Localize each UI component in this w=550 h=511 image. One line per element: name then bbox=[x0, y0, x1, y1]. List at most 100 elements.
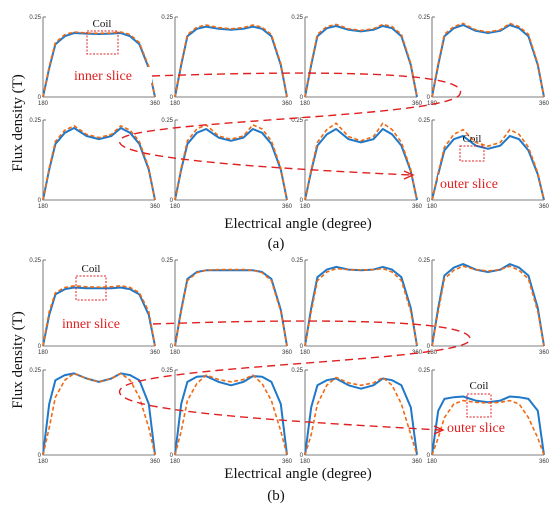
subplot-a6-series-2 bbox=[174, 124, 288, 201]
subplot-a5-ytick-zero: 0 bbox=[38, 198, 42, 204]
panel-label-a: (a) bbox=[268, 236, 285, 252]
annotations-a: Coil Coil inner slice outer slice bbox=[70, 18, 520, 192]
subplot-a2-series-1 bbox=[174, 25, 288, 98]
subplot-a1-xtick-start: 180 bbox=[38, 101, 49, 107]
subplot-a4-series-1 bbox=[431, 24, 545, 98]
subplot-a7-axes bbox=[304, 120, 417, 201]
subplot-a7-ytick-top: 0.25 bbox=[291, 118, 303, 124]
subplot-b2-xtick-end: 360 bbox=[282, 350, 293, 356]
subplot-a8-ytick-zero: 0 bbox=[427, 198, 431, 204]
subplot-a6-xtick-start: 180 bbox=[170, 204, 181, 210]
subplot-b7-xtick-start: 180 bbox=[300, 459, 311, 465]
panel-label-b: (b) bbox=[267, 488, 285, 504]
subplot-b2-axes bbox=[174, 260, 287, 347]
subplot-a4-axes bbox=[431, 17, 544, 98]
slice-path-ellipse-b bbox=[119, 320, 471, 431]
subplot-b5-ytick-top: 0.25 bbox=[29, 368, 41, 374]
subplot-b8-ytick-zero: 0 bbox=[427, 453, 431, 459]
subplot-a4-xtick-end: 360 bbox=[539, 101, 550, 107]
subplot-a6-ytick-top: 0.25 bbox=[161, 118, 173, 124]
subplot-b2-ytick-zero: 0 bbox=[170, 344, 174, 350]
subplot-b6-series-1 bbox=[174, 375, 288, 456]
subplot-a8-series-2 bbox=[431, 128, 545, 201]
subplot-b1-ytick-top: 0.25 bbox=[29, 258, 41, 264]
subplot-a1-series-2 bbox=[42, 31, 156, 98]
subplot-b7-xtick-end: 360 bbox=[412, 459, 423, 465]
subplot-b1-series-2 bbox=[42, 284, 156, 347]
inner-slice-label-b: inner slice bbox=[62, 317, 120, 332]
subplot-a5-xtick-start: 180 bbox=[38, 204, 49, 210]
subplot-b6-ytick-top: 0.25 bbox=[161, 368, 173, 374]
subplot-a2-ytick-zero: 0 bbox=[170, 95, 174, 101]
coil-label-b8: Coil bbox=[470, 380, 489, 392]
outer-slice-bg-a bbox=[438, 175, 520, 191]
subplot-a2-xtick-end: 360 bbox=[282, 101, 293, 107]
inner-slice-bg-b bbox=[58, 315, 148, 331]
subplot-b6-xtick-start: 180 bbox=[170, 459, 181, 465]
subplot-a2-xtick-start: 180 bbox=[170, 101, 181, 107]
subplot-b2-series-2 bbox=[174, 268, 288, 347]
subplot-b2-series-1 bbox=[174, 269, 288, 347]
subplot-a3-ytick-zero: 0 bbox=[300, 95, 304, 101]
subplot-b3-series-2 bbox=[304, 267, 418, 347]
inner-slice-bg-a bbox=[70, 67, 152, 83]
subplot-a8-series-1 bbox=[431, 135, 545, 201]
subplot-b4-series-2 bbox=[431, 265, 545, 347]
subplot-a2-ytick-top: 0.25 bbox=[161, 15, 173, 21]
subplot-b2-xtick-start: 180 bbox=[170, 350, 181, 356]
subplot-b1-xtick-end: 360 bbox=[150, 350, 161, 356]
y-axis-label-b: Flux density (T) bbox=[10, 311, 26, 409]
subplot-a3-xtick-start: 180 bbox=[300, 101, 311, 107]
subplot-a1-ytick-zero: 0 bbox=[38, 95, 42, 101]
subplot-b7-series-1 bbox=[304, 377, 418, 456]
subplot-b5-ytick-zero: 0 bbox=[38, 453, 42, 459]
subplot-a7-ytick-zero: 0 bbox=[300, 198, 304, 204]
slice-path-arrow-head-a bbox=[403, 170, 415, 180]
subplot-b5-series-1 bbox=[42, 372, 156, 456]
subplot-b7-ytick-zero: 0 bbox=[300, 453, 304, 459]
subplot-b4-xtick-start: 180 bbox=[427, 350, 438, 356]
subplot-b1-ytick-zero: 0 bbox=[38, 344, 42, 350]
subplot-a7-xtick-end: 360 bbox=[412, 204, 423, 210]
subplot-b4-series-1 bbox=[431, 263, 545, 347]
coil-label-a8: Coil bbox=[463, 133, 482, 145]
subplot-b6-ytick-zero: 0 bbox=[170, 453, 174, 459]
coil-label-b1: Coil bbox=[82, 263, 101, 275]
subplot-b5-series-2 bbox=[42, 372, 156, 456]
subplot-a4-ytick-top: 0.25 bbox=[418, 15, 430, 21]
subplot-a3-series-1 bbox=[304, 25, 418, 98]
coil-box-a1 bbox=[86, 30, 119, 55]
outer-slice-label-a: outer slice bbox=[440, 177, 498, 192]
subplot-a6-ytick-zero: 0 bbox=[170, 198, 174, 204]
subplot-b7-series-2 bbox=[304, 376, 418, 456]
x-axis-label-a: Electrical angle (degree) bbox=[224, 216, 371, 232]
subplot-a6-xtick-end: 360 bbox=[282, 204, 293, 210]
coil-label-a1: Coil bbox=[93, 18, 112, 30]
subplot-b8-series-1 bbox=[431, 395, 545, 456]
subplot-b8-ytick-top: 0.25 bbox=[418, 368, 430, 374]
subplot-a5-series-2 bbox=[42, 125, 156, 201]
subplot-a1-xtick-end: 360 bbox=[150, 101, 161, 107]
subplot-a5-series-1 bbox=[42, 127, 156, 201]
subplot-b8-xtick-start: 180 bbox=[427, 459, 438, 465]
subplot-a4-ytick-zero: 0 bbox=[427, 95, 431, 101]
subplot-b6-series-2 bbox=[174, 374, 288, 456]
subplot-b6-xtick-end: 360 bbox=[282, 459, 293, 465]
subplot-a1-ytick-top: 0.25 bbox=[29, 15, 41, 21]
annotations-b: Coil Coil inner slice outer slice bbox=[58, 263, 525, 436]
subplot-b1-xtick-start: 180 bbox=[38, 350, 49, 356]
subplot-b8-xtick-end: 360 bbox=[539, 459, 550, 465]
subplot-b7-ytick-top: 0.25 bbox=[291, 368, 303, 374]
coil-box-a8 bbox=[459, 145, 485, 162]
